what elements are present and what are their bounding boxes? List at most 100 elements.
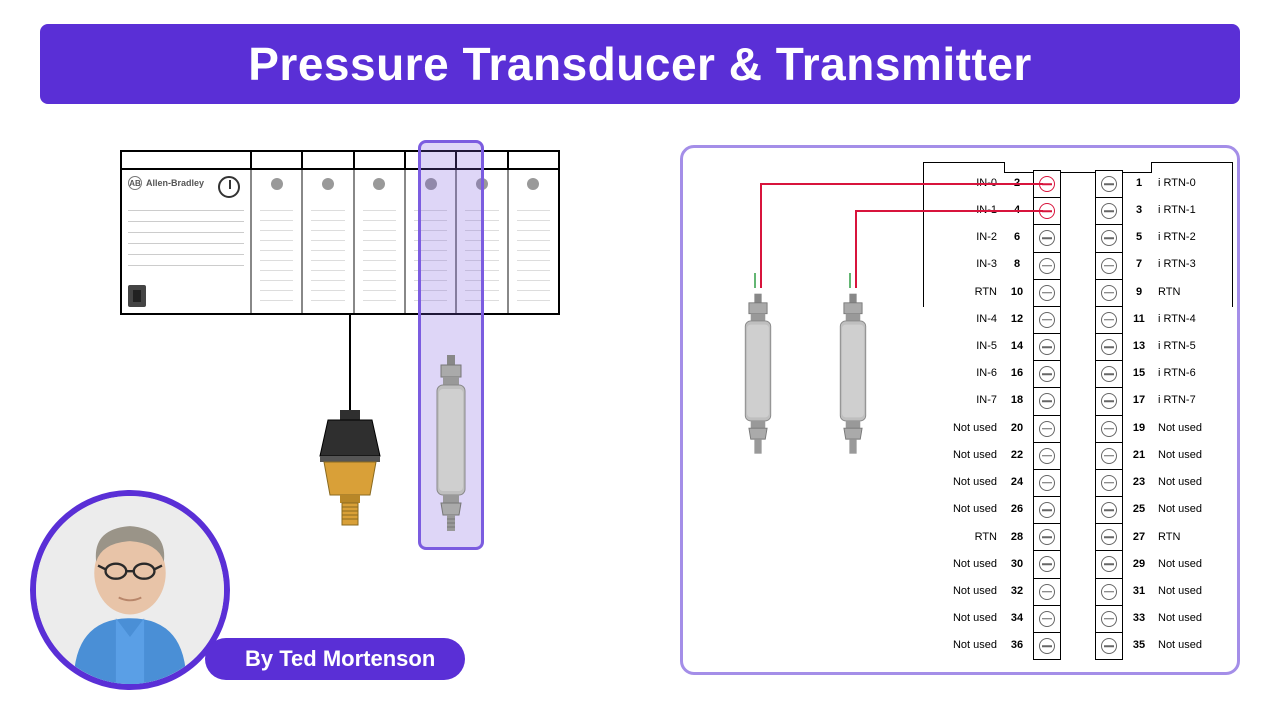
terminal-number: 31 [1125,585,1153,597]
plc-cpu-module: AB Allen-Bradley [122,170,252,313]
terminal-label: Not used [937,639,997,651]
terminal-screw-left-10 [1033,279,1061,306]
terminal-screw-right-35 [1095,632,1123,660]
terminal-label: Not used [937,558,997,570]
terminal-label: Not used [937,422,997,434]
terminal-screw-right-23 [1095,469,1123,496]
terminal-label: Not used [1158,612,1218,624]
terminal-number: 15 [1125,367,1153,379]
terminal-label: Not used [937,612,997,624]
terminal-label: Not used [937,449,997,461]
terminal-screw-right-7 [1095,252,1123,279]
terminal-label: i RTN-5 [1158,340,1218,352]
terminal-label: RTN [937,286,997,298]
terminal-number: 8 [1003,258,1031,270]
terminal-label: Not used [1158,585,1218,597]
terminal-label: Not used [1158,422,1218,434]
terminal-label: IN-0 [937,177,997,189]
terminal-label: IN-2 [937,231,997,243]
terminal-number: 6 [1003,231,1031,243]
terminal-label: Not used [937,503,997,515]
terminal-screw-left-22 [1033,442,1061,469]
terminal-screw-right-27 [1095,523,1123,550]
terminal-screw-left-2 [1033,170,1061,197]
terminal-label: Not used [1158,476,1218,488]
terminal-label: IN-6 [937,367,997,379]
terminal-screw-left-6 [1033,224,1061,251]
terminal-number: 29 [1125,558,1153,570]
terminal-screw-left-36 [1033,632,1061,660]
terminal-strip-left [1033,170,1061,660]
terminal-number: 18 [1003,394,1031,406]
terminal-label: Not used [937,476,997,488]
terminal-label: i RTN-4 [1158,313,1218,325]
terminal-screw-right-13 [1095,333,1123,360]
terminal-number: 17 [1125,394,1153,406]
terminal-label: RTN [1158,286,1218,298]
terminal-number: 35 [1125,639,1153,651]
terminal-number: 33 [1125,612,1153,624]
terminal-number: 28 [1003,531,1031,543]
terminal-screw-left-4 [1033,197,1061,224]
terminal-screw-left-20 [1033,415,1061,442]
terminal-screw-right-29 [1095,550,1123,577]
terminal-label: Not used [1158,449,1218,461]
terminal-label: i RTN-3 [1158,258,1218,270]
terminal-screw-right-3 [1095,197,1123,224]
terminal-number: 36 [1003,639,1031,651]
terminal-strip-right [1095,170,1123,660]
terminal-label: IN-7 [937,394,997,406]
pressure-switch [310,410,390,530]
plc-slot-5 [509,170,558,313]
terminal-label: i RTN-2 [1158,231,1218,243]
terminal-screw-left-12 [1033,306,1061,333]
terminal-screw-right-17 [1095,387,1123,414]
rp-transmitter-1 [833,288,873,463]
terminal-screw-left-32 [1033,578,1061,605]
terminal-number: 26 [1003,503,1031,515]
terminal-number: 13 [1125,340,1153,352]
terminal-screw-right-1 [1095,170,1123,197]
terminal-label: IN-4 [937,313,997,325]
terminal-number: 7 [1125,258,1153,270]
terminal-label: i RTN-7 [1158,394,1218,406]
terminal-number: 2 [1003,177,1031,189]
ab-logo-icon: AB [128,176,142,190]
terminal-label: i RTN-6 [1158,367,1218,379]
terminal-number: 3 [1125,204,1153,216]
terminal-number: 30 [1003,558,1031,570]
terminal-screw-left-28 [1033,523,1061,550]
terminal-number: 10 [1003,286,1031,298]
terminal-number: 4 [1003,204,1031,216]
terminal-number: 9 [1125,286,1153,298]
plc-slot-0 [252,170,303,313]
author-byline: By Ted Mortenson [205,638,465,680]
terminal-number: 32 [1003,585,1031,597]
terminal-screw-right-31 [1095,578,1123,605]
terminal-screw-right-21 [1095,442,1123,469]
terminal-number: 23 [1125,476,1153,488]
terminal-block: 2IN-04IN-16IN-28IN-310RTN12IN-414IN-516I… [963,170,1213,660]
plc-rack: AB Allen-Bradley [120,150,560,315]
terminal-screw-left-26 [1033,496,1061,523]
terminal-screw-left-30 [1033,550,1061,577]
terminal-number: 34 [1003,612,1031,624]
plc-slot-2 [355,170,406,313]
terminal-screw-left-24 [1033,469,1061,496]
plc-slot-4 [457,170,508,313]
terminal-screw-right-19 [1095,415,1123,442]
plc-brand-label: Allen-Bradley [146,178,204,188]
terminal-screw-right-33 [1095,605,1123,632]
pressure-transmitter [429,355,473,535]
cpu-vent-lines [128,210,244,276]
right-wiring-panel: 2IN-04IN-16IN-28IN-310RTN12IN-414IN-516I… [680,145,1240,675]
terminal-screw-left-14 [1033,333,1061,360]
terminal-number: 25 [1125,503,1153,515]
terminal-label: RTN [937,531,997,543]
terminal-screw-left-16 [1033,360,1061,387]
author-photo [30,490,230,690]
wire-plc-to-switch [349,315,351,415]
terminal-label: IN-1 [937,204,997,216]
terminal-number: 11 [1125,313,1153,325]
terminal-screw-right-25 [1095,496,1123,523]
